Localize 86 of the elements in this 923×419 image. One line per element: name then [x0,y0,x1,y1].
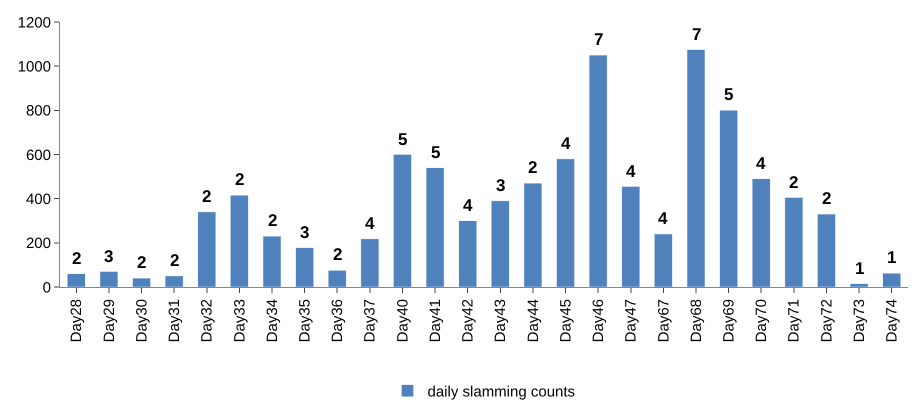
y-tick-label: 800 [26,102,51,120]
x-tick-label: Day45 [557,299,574,342]
x-tick-label: Day73 [850,299,868,342]
bar [491,200,510,287]
x-tick-label: Day42 [460,299,477,342]
bar [393,154,412,287]
annotation: 5 [431,143,440,162]
x-tick-label: Day37 [362,299,379,342]
bar [556,158,575,287]
bar [784,197,804,287]
annotation: 1 [855,259,864,278]
x-tick-label: Day28 [68,299,86,342]
x-tick-label: Day35 [296,299,314,342]
y-tick-label: 400 [26,190,51,208]
bar [524,182,542,287]
x-tick-label: Day68 [688,299,705,342]
x-tick-label: Day36 [329,299,346,342]
annotation: 2 [202,187,212,206]
annotation: 4 [658,209,668,228]
annotation: 2 [789,173,798,192]
bar [328,270,346,287]
annotation: 2 [822,189,832,208]
x-tick-label: Day34 [264,299,281,342]
annotation: 3 [104,247,114,266]
y-tick-label: 1200 [18,14,51,32]
bar [100,271,118,287]
x-tick-label: Day74 [884,299,901,342]
bar [295,247,314,287]
y-tick-label: 600 [26,146,51,164]
bar [719,110,738,287]
x-tick-label: Day30 [133,299,150,342]
legend-label: daily slamming counts [428,384,576,401]
x-tick-label: Day71 [786,299,803,342]
x-tick-label: Day72 [818,299,836,342]
annotation: 2 [137,253,146,272]
bar [817,214,836,287]
x-tick-label: Day43 [492,299,510,342]
annotation: 5 [724,85,734,104]
y-tick-label: 1000 [18,58,51,76]
x-tick-label: Day32 [198,299,216,342]
bar [67,274,86,287]
annotation: 3 [300,223,310,242]
x-tick-label: Day46 [590,299,608,342]
y-tick-label: 0 [42,279,51,296]
bar [230,195,249,287]
x-tick-label: Day41 [426,299,444,342]
annotation: 2 [235,170,244,189]
annotation: 5 [398,130,408,149]
bar [588,54,608,287]
bar [426,168,444,287]
bar [654,234,673,287]
annotation: 7 [594,30,604,49]
x-tick-label: Day31 [166,299,184,342]
x-tick-label: Day67 [655,299,672,342]
bar [850,283,868,287]
annotation: 3 [496,176,506,195]
bar [132,278,151,287]
annotation: 2 [333,245,342,264]
annotation: 7 [692,25,702,44]
annotation: 2 [268,211,278,230]
annotation: 2 [528,158,538,177]
bar [882,273,901,287]
annotation: 1 [887,248,896,267]
bar [752,178,770,287]
annotation: 4 [365,214,375,233]
bar [458,220,477,287]
annotation: 4 [561,134,571,153]
bar [164,276,184,287]
x-tick-label: Day70 [753,299,770,342]
bar [622,186,640,287]
bar [686,49,706,287]
bar [262,236,282,287]
annotation: 4 [626,162,636,181]
x-tick-label: Day33 [231,299,248,342]
annotation: 2 [72,249,82,268]
x-tick-label: Day69 [720,299,738,342]
x-tick-label: Day40 [394,299,412,342]
annotation: 4 [756,154,766,173]
annotation: 4 [463,196,473,215]
bar [360,238,380,287]
y-tick-label: 200 [26,235,51,252]
x-tick-label: Day47 [622,299,640,342]
x-tick-label: Day29 [100,299,118,342]
bar [198,212,216,287]
annotation: 2 [170,251,180,270]
x-tick-label: Day44 [524,299,542,342]
